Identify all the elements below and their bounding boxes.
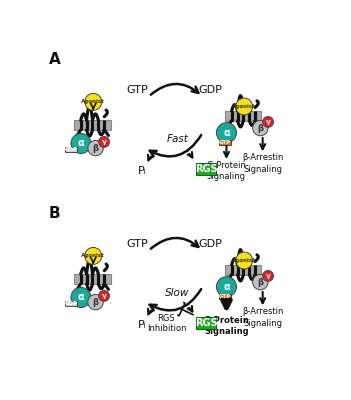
FancyArrowPatch shape	[151, 238, 198, 249]
Text: Agonist: Agonist	[81, 99, 105, 104]
Bar	[197, 163, 217, 175]
Text: Fast: Fast	[166, 134, 188, 144]
Circle shape	[99, 290, 110, 301]
Circle shape	[85, 248, 102, 264]
Text: GTP: GTP	[126, 85, 148, 95]
Text: Agonist: Agonist	[232, 258, 256, 263]
Circle shape	[236, 252, 253, 269]
FancyArrowPatch shape	[224, 146, 229, 157]
Bar	[65, 301, 77, 306]
Text: β: β	[93, 144, 99, 153]
FancyArrowPatch shape	[260, 292, 265, 303]
Text: β-Arrestin
Signaling: β-Arrestin Signaling	[243, 154, 284, 174]
Text: A: A	[48, 52, 60, 67]
Bar	[225, 265, 261, 275]
Bar	[74, 120, 111, 130]
Text: γ: γ	[101, 293, 106, 299]
Circle shape	[253, 274, 268, 290]
Text: Agonist: Agonist	[81, 254, 105, 258]
Circle shape	[263, 116, 273, 127]
FancyArrowPatch shape	[148, 309, 153, 314]
Text: G Protein
Signaling: G Protein Signaling	[207, 161, 246, 181]
Circle shape	[236, 98, 253, 115]
Circle shape	[253, 120, 268, 136]
Bar	[225, 111, 261, 121]
FancyArrowPatch shape	[150, 289, 201, 310]
FancyArrowPatch shape	[188, 306, 192, 312]
Bar	[65, 147, 77, 152]
Text: α: α	[78, 292, 84, 302]
Text: RGS: RGS	[195, 164, 218, 174]
FancyArrowPatch shape	[151, 84, 198, 95]
Text: B: B	[48, 206, 60, 221]
Text: GDP: GDP	[198, 239, 222, 249]
Text: α: α	[223, 282, 230, 292]
Text: GDP: GDP	[65, 301, 78, 306]
Circle shape	[71, 134, 91, 154]
FancyArrowPatch shape	[148, 155, 153, 160]
Text: Agonist: Agonist	[232, 104, 256, 109]
FancyArrowPatch shape	[260, 138, 265, 149]
Text: GTP: GTP	[126, 239, 148, 249]
Bar	[197, 317, 217, 329]
Text: RGS
Inhibition: RGS Inhibition	[147, 314, 186, 333]
Text: β-Arrestin
Signaling: β-Arrestin Signaling	[243, 308, 284, 328]
Circle shape	[99, 136, 110, 147]
FancyArrowPatch shape	[188, 152, 192, 158]
Bar	[74, 274, 111, 284]
Bar	[219, 294, 231, 300]
Text: GTP: GTP	[219, 140, 231, 145]
Text: β: β	[93, 298, 99, 306]
Text: α: α	[223, 128, 230, 138]
Circle shape	[217, 123, 237, 143]
Text: β: β	[257, 278, 263, 286]
Text: Pᵢ: Pᵢ	[138, 320, 147, 330]
Text: RGS: RGS	[195, 318, 218, 328]
Text: γ: γ	[101, 139, 106, 145]
FancyArrowPatch shape	[150, 135, 201, 156]
Text: GTP: GTP	[219, 294, 231, 299]
Text: β: β	[257, 124, 263, 132]
Circle shape	[88, 294, 103, 310]
Text: γ: γ	[266, 273, 271, 279]
FancyArrowPatch shape	[223, 300, 230, 308]
Text: GDP: GDP	[198, 85, 222, 95]
Text: γ: γ	[266, 119, 271, 125]
Text: GDP: GDP	[65, 147, 78, 152]
Text: Slow: Slow	[165, 288, 190, 298]
Circle shape	[85, 94, 102, 110]
Circle shape	[217, 277, 237, 297]
Text: α: α	[78, 138, 84, 148]
Circle shape	[88, 140, 103, 156]
Circle shape	[263, 270, 273, 281]
Bar	[219, 140, 231, 146]
Text: G Protein
Signaling: G Protein Signaling	[204, 316, 249, 336]
Circle shape	[71, 288, 91, 308]
Text: Pᵢ: Pᵢ	[138, 166, 147, 176]
